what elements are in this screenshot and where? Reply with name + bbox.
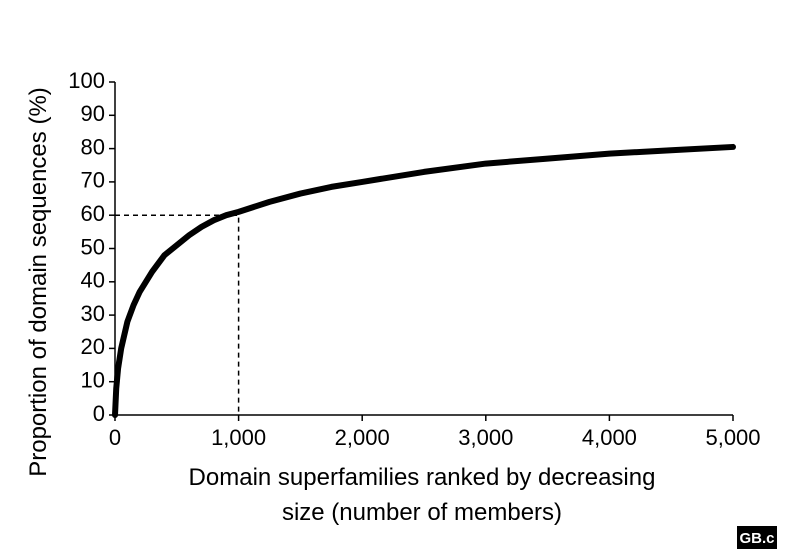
y-axis-label: Proportion of domain sequences (%) <box>25 87 52 477</box>
y-tick-label: 80 <box>81 134 105 159</box>
x-tick-label: 4,000 <box>582 425 637 450</box>
x-tick-label: 0 <box>109 425 121 450</box>
x-axis-label: size (number of members) <box>282 499 562 526</box>
y-tick-label: 60 <box>81 201 105 226</box>
y-tick-label: 50 <box>81 234 105 259</box>
y-tick-label: 100 <box>68 68 105 93</box>
y-tick-label: 90 <box>81 101 105 126</box>
reference-line <box>115 214 240 415</box>
x-tick-label: 2,000 <box>335 425 390 450</box>
data-line <box>112 143 736 418</box>
y-tick-label: 0 <box>93 401 105 426</box>
x-tick-label: 1,000 <box>211 425 266 450</box>
x-axis-label: Domain superfamilies ranked by decreasin… <box>189 464 656 491</box>
y-tick-label: 10 <box>81 368 105 393</box>
x-tick-label: 5,000 <box>705 425 760 450</box>
logo-box <box>737 526 777 549</box>
y-tick-label: 40 <box>81 268 105 293</box>
logo: GB.c <box>739 530 774 547</box>
y-tick-label: 30 <box>81 301 105 326</box>
x-tick-label: 3,000 <box>458 425 513 450</box>
y-tick-label: 70 <box>81 168 105 193</box>
y-tick-label: 20 <box>81 334 105 359</box>
